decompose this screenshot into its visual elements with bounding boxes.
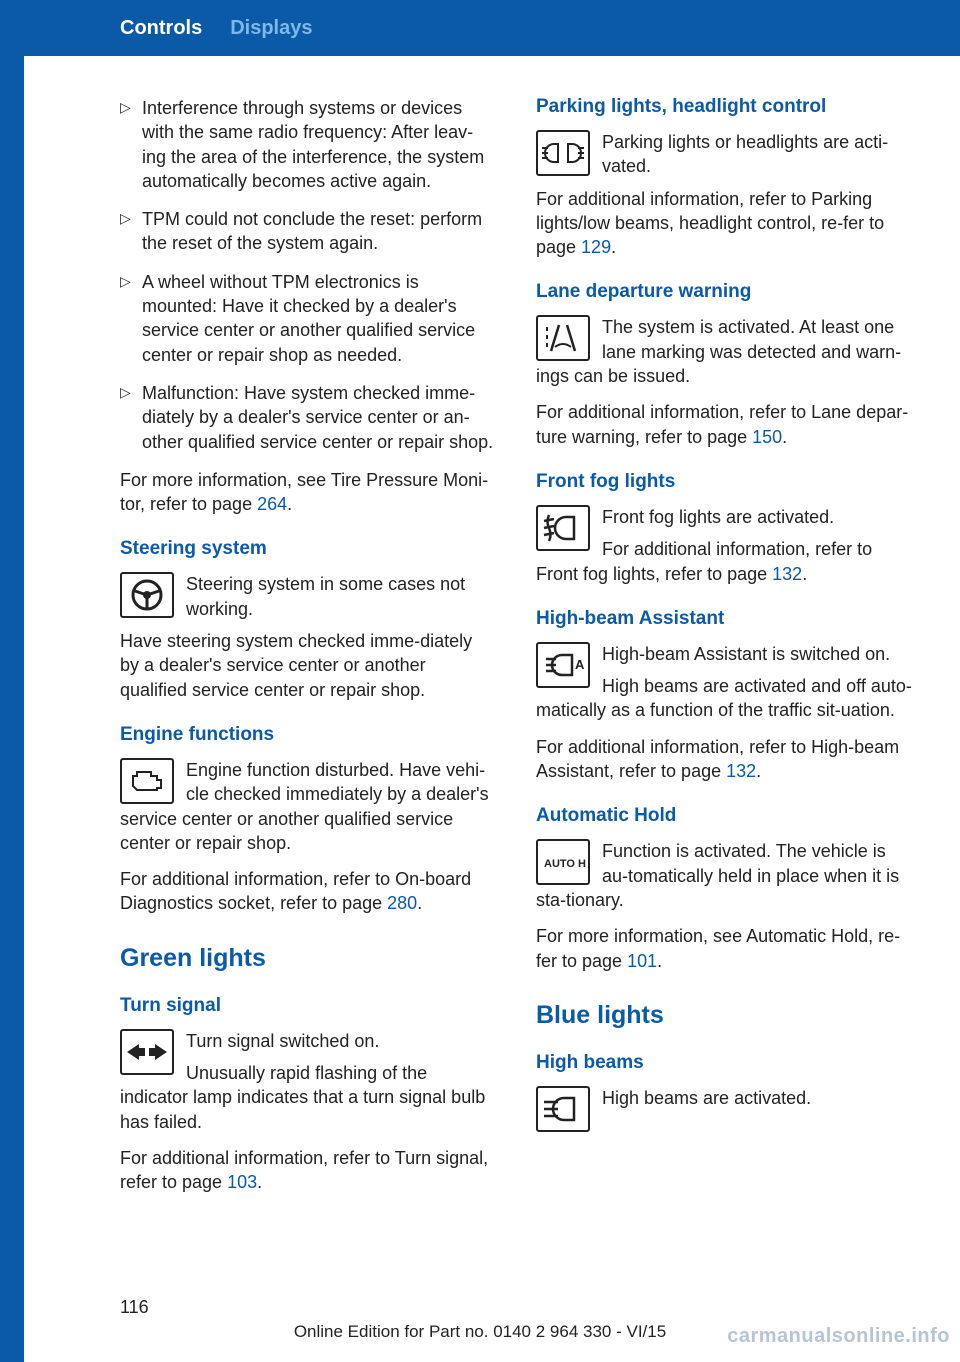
header: Controls Displays <box>0 0 960 56</box>
lane-para: For additional information, refer to Lan… <box>536 400 912 449</box>
hba-block: A High-beam Assistant is switched on. Hi… <box>536 642 912 723</box>
side-blue-bar <box>0 0 24 1362</box>
bullet-text: Malfunction: Have system checked imme‐di… <box>142 381 496 454</box>
autohold-block: AUTO H Function is activated. The vehicl… <box>536 839 912 912</box>
steering-text2: Have steering system checked imme‐diatel… <box>120 631 472 700</box>
turn-block: Turn signal switched on. Unusually rapid… <box>120 1029 496 1134</box>
high-beam-assistant-icon: A <box>536 642 590 688</box>
tpm-para: For more information, see Tire Pressure … <box>120 468 496 517</box>
bullet-item: ▷ Interference through systems or device… <box>120 96 496 193</box>
high-beam-icon <box>536 1086 590 1132</box>
engine-para-post: . <box>417 893 422 913</box>
heading-engine: Engine functions <box>120 724 496 746</box>
heading-steering: Steering system <box>120 538 496 560</box>
page-link-101[interactable]: 101 <box>627 951 657 971</box>
turn-para: For additional information, refer to Tur… <box>120 1146 496 1195</box>
tpm-para-post: . <box>287 494 292 514</box>
page-link-132b[interactable]: 132 <box>726 761 756 781</box>
page-number: 116 <box>120 1297 149 1318</box>
turn-text2: Unusually rapid flashing of the indicato… <box>120 1063 485 1132</box>
heading-autohold: Automatic Hold <box>536 805 912 827</box>
bullet-text: Interference through systems or devices … <box>142 96 496 193</box>
left-column: ▷ Interference through systems or device… <box>120 96 496 1209</box>
bullet-marker: ▷ <box>120 207 142 256</box>
heading-lane: Lane departure warning <box>536 281 912 303</box>
right-column: Parking lights, headlight control Parkin… <box>536 96 912 1209</box>
steering-block: Steering system in some cases not workin… <box>120 572 496 701</box>
heading-turn-signal: Turn signal <box>120 995 496 1017</box>
autohold-para-pre: For more information, see Automatic Hold… <box>536 926 900 970</box>
heading-parking: Parking lights, headlight control <box>536 96 912 118</box>
autohold-para-post: . <box>657 951 662 971</box>
watermark: carmanualsonline.info <box>727 1325 950 1348</box>
page-link-132a[interactable]: 132 <box>772 564 802 584</box>
engine-text1: Engine function disturbed. Have vehi‐cle… <box>120 760 489 853</box>
bullet-item: ▷ Malfunction: Have system checked imme‐… <box>120 381 496 454</box>
parking-block: Parking lights or headlights are acti‐va… <box>536 130 912 259</box>
page-link-280[interactable]: 280 <box>387 893 417 913</box>
engine-para: For additional information, refer to On-… <box>120 867 496 916</box>
highbeams-text1: High beams are activated. <box>602 1088 811 1108</box>
turn-para-post: . <box>257 1172 262 1192</box>
page-link-264[interactable]: 264 <box>257 494 287 514</box>
svg-text:AUTO H: AUTO H <box>544 858 586 870</box>
tab-displays: Displays <box>230 17 312 40</box>
fog-block: Front fog lights are activated. For addi… <box>536 505 912 586</box>
hba-text1: High-beam Assistant is switched on. <box>602 644 890 664</box>
highbeams-block: High beams are activated. <box>536 1086 912 1134</box>
bullet-marker: ▷ <box>120 270 142 367</box>
fog-lights-icon <box>536 505 590 551</box>
svg-text:A: A <box>575 657 584 672</box>
turn-text1: Turn signal switched on. <box>186 1031 379 1051</box>
heading-green-lights: Green lights <box>120 944 496 973</box>
parking-para-post: . <box>611 237 616 257</box>
fog-para-post: . <box>802 564 807 584</box>
engine-icon <box>120 758 174 804</box>
lane-para-post: . <box>782 427 787 447</box>
parking-text1: Parking lights or headlights are acti‐va… <box>602 132 888 176</box>
page-link-150[interactable]: 150 <box>752 427 782 447</box>
hba-para: For additional information, refer to Hig… <box>536 735 912 784</box>
tab-controls: Controls <box>120 17 202 40</box>
bullet-marker: ▷ <box>120 96 142 193</box>
bullet-item: ▷ TPM could not conclude the reset: perf… <box>120 207 496 256</box>
heading-blue-lights: Blue lights <box>536 1001 912 1030</box>
heading-hba: High-beam Assistant <box>536 608 912 630</box>
turn-signal-icon <box>120 1029 174 1075</box>
lane-para-pre: For additional information, refer to Lan… <box>536 402 908 446</box>
hba-para-pre: For additional information, refer to Hig… <box>536 737 899 781</box>
steering-wheel-icon <box>120 572 174 618</box>
lane-text1: The system is activated. At least one la… <box>536 317 901 386</box>
tpm-para-pre: For more information, see Tire Pressure … <box>120 470 488 514</box>
turn-para-pre: For additional information, refer to Tur… <box>120 1148 488 1192</box>
page-link-103[interactable]: 103 <box>227 1172 257 1192</box>
heading-fog: Front fog lights <box>536 471 912 493</box>
fog-text1: Front fog lights are activated. <box>602 507 834 527</box>
autohold-para: For more information, see Automatic Hold… <box>536 924 912 973</box>
hba-text2: High beams are activated and off auto‐ma… <box>536 676 912 720</box>
bullet-marker: ▷ <box>120 381 142 454</box>
auto-hold-icon: AUTO H <box>536 839 590 885</box>
lane-departure-icon <box>536 315 590 361</box>
parking-lights-icon <box>536 130 590 176</box>
heading-high-beams: High beams <box>536 1052 912 1074</box>
lane-block: The system is activated. At least one la… <box>536 315 912 388</box>
bullet-text: A wheel without TPM electronics is mount… <box>142 270 496 367</box>
bullet-text: TPM could not conclude the reset: perfor… <box>142 207 496 256</box>
autohold-text1: Function is activated. The vehicle is au… <box>536 841 899 910</box>
engine-block: Engine function disturbed. Have vehi‐cle… <box>120 758 496 855</box>
bullet-item: ▷ A wheel without TPM electronics is mou… <box>120 270 496 367</box>
hba-para-post: . <box>756 761 761 781</box>
steering-text1: Steering system in some cases not workin… <box>186 574 465 618</box>
page-link-129[interactable]: 129 <box>581 237 611 257</box>
